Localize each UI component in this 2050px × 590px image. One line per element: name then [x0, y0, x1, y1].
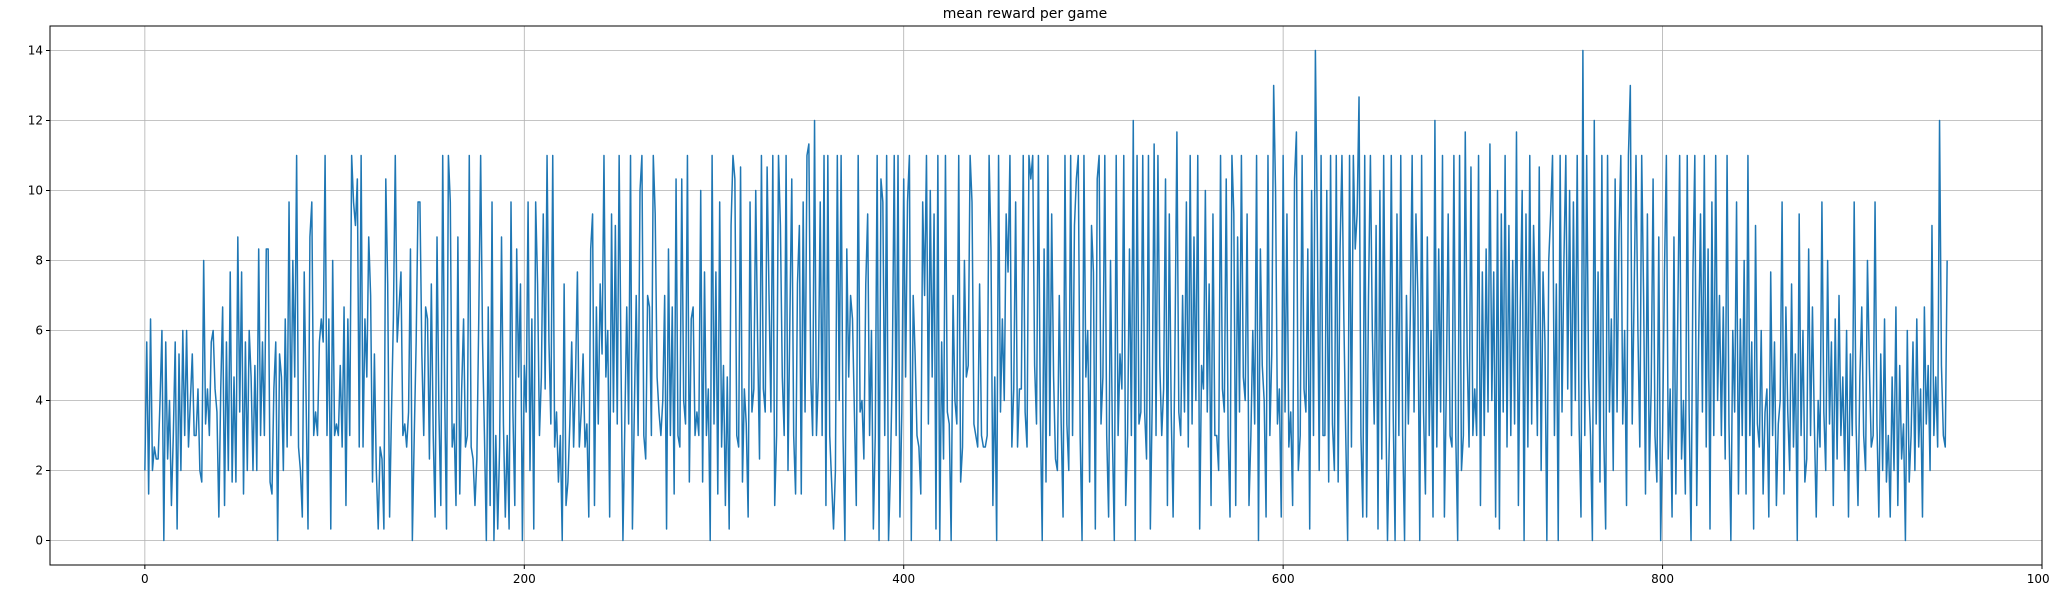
- x-tick-label: 0: [141, 572, 149, 586]
- chart-title: mean reward per game: [943, 6, 1108, 22]
- y-tick-label: 12: [28, 114, 43, 128]
- series-line: [144, 49, 1948, 542]
- y-tick-label: 0: [35, 534, 43, 548]
- y-tick-label: 10: [28, 184, 43, 198]
- x-tick-label: 200: [513, 572, 536, 586]
- x-tick-label: 800: [1651, 572, 1674, 586]
- y-tick-label: 2: [35, 464, 43, 478]
- y-tick-label: 6: [35, 324, 43, 338]
- x-tick-label: 400: [892, 572, 915, 586]
- y-tick-label: 14: [28, 44, 43, 58]
- y-tick-label: 4: [35, 394, 43, 408]
- y-tick-label: 8: [35, 254, 43, 268]
- series-layer: [144, 49, 1948, 542]
- plot-frame: [49, 25, 2043, 566]
- x-tick-label: 600: [1272, 572, 1295, 586]
